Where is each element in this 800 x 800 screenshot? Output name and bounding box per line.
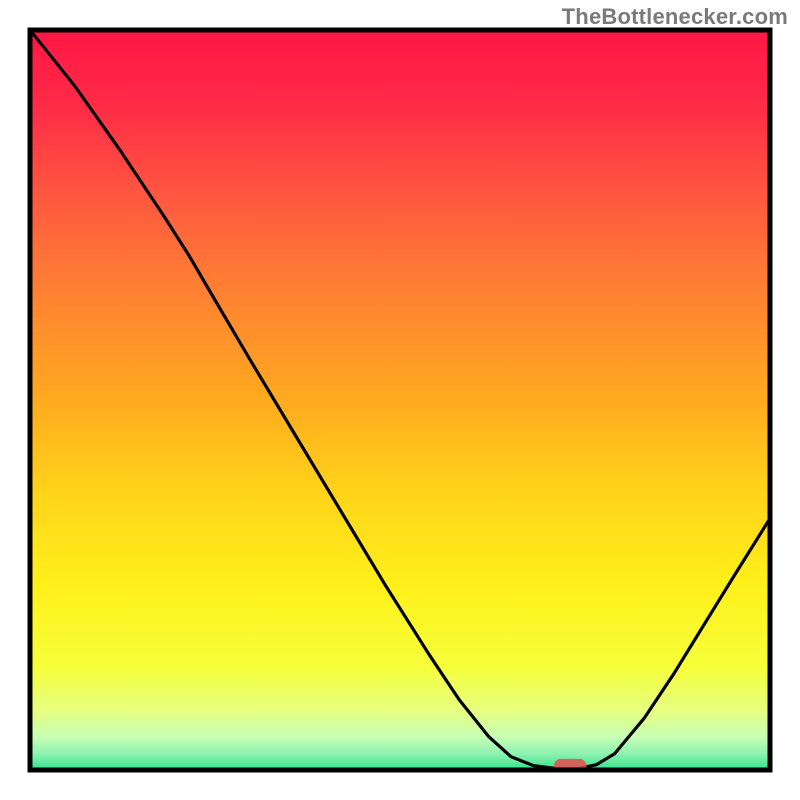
plot-area xyxy=(30,30,770,773)
bottleneck-chart xyxy=(0,0,800,800)
watermark-text: TheBottlenecker.com xyxy=(562,4,788,30)
chart-container: TheBottlenecker.com xyxy=(0,0,800,800)
gradient-background xyxy=(30,30,770,770)
